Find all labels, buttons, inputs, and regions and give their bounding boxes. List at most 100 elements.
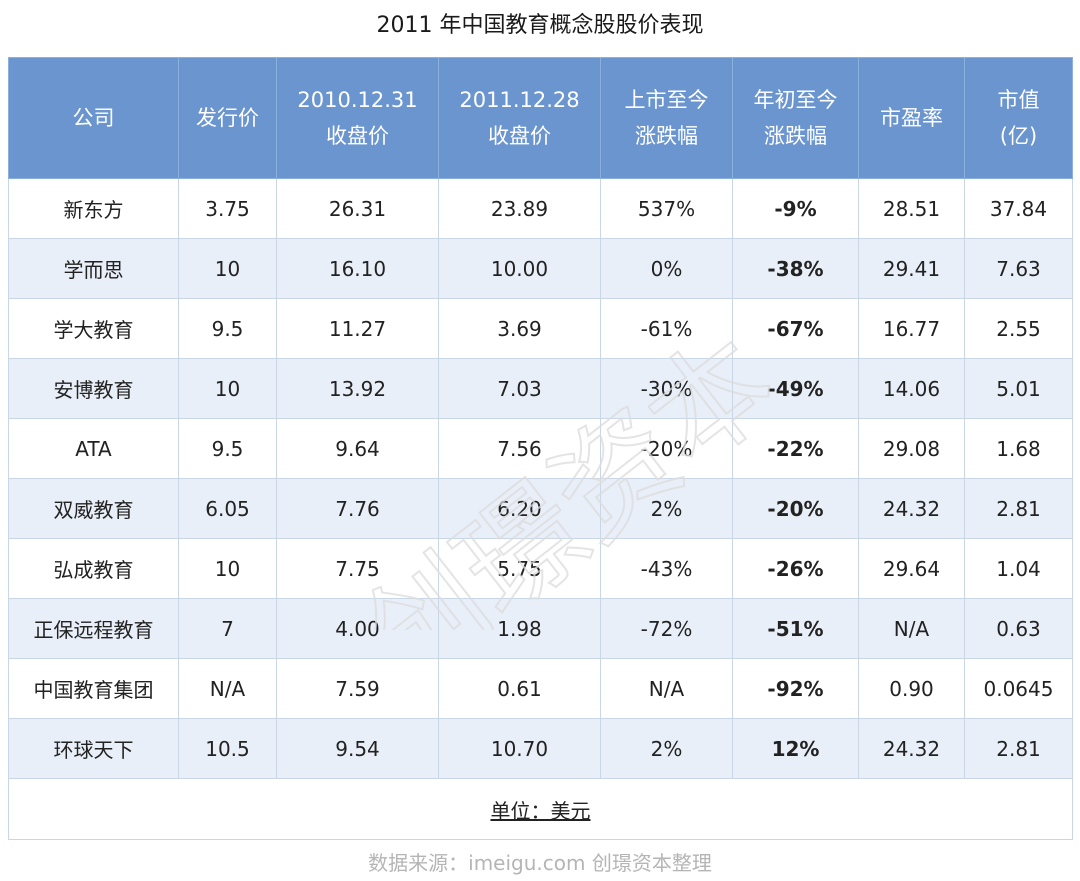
table-row: 学而思 10 16.10 10.00 0% -38% 29.41 7.63 [8,238,1073,299]
cell-close-2011: 10.70 [438,718,601,779]
cell-since-ipo-change: 2% [600,478,733,539]
cell-ytd-change: -22% [732,418,859,479]
cell-issue-price: 9.5 [178,418,277,479]
cell-market-cap: 7.63 [964,238,1073,299]
cell-issue-price: N/A [178,658,277,719]
unit-row: 单位：美元 [8,778,1073,840]
cell-close-2010: 11.27 [276,298,439,359]
cell-issue-price: 3.75 [178,178,277,239]
cell-company: 正保远程教育 [8,598,179,659]
cell-pe-ratio: N/A [858,598,965,659]
cell-issue-price: 9.5 [178,298,277,359]
cell-close-2011: 6.20 [438,478,601,539]
cell-company: 环球天下 [8,718,179,779]
cell-close-2010: 9.54 [276,718,439,779]
cell-close-2010: 7.59 [276,658,439,719]
cell-close-2010: 7.76 [276,478,439,539]
cell-since-ipo-change: -20% [600,418,733,479]
cell-market-cap: 37.84 [964,178,1073,239]
cell-close-2010: 9.64 [276,418,439,479]
cell-company: 学大教育 [8,298,179,359]
cell-pe-ratio: 29.41 [858,238,965,299]
cell-company: 中国教育集团 [8,658,179,719]
table-row: 中国教育集团 N/A 7.59 0.61 N/A -92% 0.90 0.0645 [8,658,1073,719]
column-header-line: 涨跌幅 [764,124,827,148]
column-header-line: 2010.12.31 [297,88,418,112]
column-header-line: 收盘价 [488,124,551,148]
cell-market-cap: 5.01 [964,358,1073,419]
cell-pe-ratio: 29.64 [858,538,965,599]
unit-note: 单位：美元 [8,778,1073,840]
column-header-line: 市值 [997,88,1040,112]
source-note: 数据来源：imeigu.com 创璟资本整理 [368,851,712,875]
cell-since-ipo-change: 0% [600,238,733,299]
cell-since-ipo-change: 537% [600,178,733,239]
cell-since-ipo-change: -72% [600,598,733,659]
column-header-pe-ratio: 市盈率 [858,57,965,179]
cell-ytd-change: -51% [732,598,859,659]
header-row: 公司 发行价 2010.12.31 收盘价 2011.12.28 收盘价 上市至今 涨跌幅 年初… [8,57,1073,179]
cell-issue-price: 10 [178,538,277,599]
cell-issue-price: 10.5 [178,718,277,779]
column-header-close-2011: 2011.12.28 收盘价 [438,57,601,179]
cell-ytd-change: -67% [732,298,859,359]
cell-company: 弘成教育 [8,538,179,599]
cell-company: 安博教育 [8,358,179,419]
cell-market-cap: 1.68 [964,418,1073,479]
column-header-line: 2011.12.28 [459,88,580,112]
column-header-line: 市盈率 [880,106,943,130]
cell-close-2011: 0.61 [438,658,601,719]
column-header-line: 年初至今 [753,88,838,112]
cell-company: 双威教育 [8,478,179,539]
cell-pe-ratio: 29.08 [858,418,965,479]
column-header-line: (亿) [999,124,1038,148]
cell-ytd-change: 12% [732,718,859,779]
cell-close-2010: 26.31 [276,178,439,239]
column-header-ytd-change: 年初至今 涨跌幅 [732,57,859,179]
cell-ytd-change: -38% [732,238,859,299]
cell-pe-ratio: 24.32 [858,718,965,779]
cell-pe-ratio: 14.06 [858,358,965,419]
cell-close-2011: 23.89 [438,178,601,239]
table-row: 正保远程教育 7 4.00 1.98 -72% -51% N/A 0.63 [8,598,1073,659]
cell-close-2011: 1.98 [438,598,601,659]
column-header-close-2010: 2010.12.31 收盘价 [276,57,439,179]
column-header-since-ipo-change: 上市至今 涨跌幅 [600,57,733,179]
cell-company: ATA [8,418,179,479]
cell-market-cap: 2.81 [964,718,1073,779]
cell-close-2010: 13.92 [276,358,439,419]
cell-close-2011: 5.75 [438,538,601,599]
cell-pe-ratio: 0.90 [858,658,965,719]
table-row: 安博教育 10 13.92 7.03 -30% -49% 14.06 5.01 [8,358,1073,419]
cell-since-ipo-change: N/A [600,658,733,719]
cell-close-2010: 4.00 [276,598,439,659]
cell-since-ipo-change: 2% [600,718,733,779]
cell-issue-price: 6.05 [178,478,277,539]
column-header-market-cap: 市值 (亿) [964,57,1073,179]
cell-since-ipo-change: -61% [600,298,733,359]
cell-ytd-change: -92% [732,658,859,719]
cell-ytd-change: -20% [732,478,859,539]
cell-pe-ratio: 16.77 [858,298,965,359]
cell-close-2010: 7.75 [276,538,439,599]
cell-since-ipo-change: -30% [600,358,733,419]
table-row: 环球天下 10.5 9.54 10.70 2% 12% 24.32 2.81 [8,718,1073,779]
table-row: 新东方 3.75 26.31 23.89 537% -9% 28.51 37.84 [8,178,1073,239]
cell-close-2010: 16.10 [276,238,439,299]
column-header-line: 收盘价 [326,124,389,148]
cell-market-cap: 0.0645 [964,658,1073,719]
table-row: ATA 9.5 9.64 7.56 -20% -22% 29.08 1.68 [8,418,1073,479]
cell-ytd-change: -26% [732,538,859,599]
cell-close-2011: 10.00 [438,238,601,299]
cell-ytd-change: -9% [732,178,859,239]
column-header-line: 涨跌幅 [635,124,698,148]
cell-since-ipo-change: -43% [600,538,733,599]
cell-ytd-change: -49% [732,358,859,419]
cell-close-2011: 3.69 [438,298,601,359]
cell-close-2011: 7.56 [438,418,601,479]
cell-issue-price: 10 [178,238,277,299]
table-body: 新东方 3.75 26.31 23.89 537% -9% 28.51 37.84 学而思 10 1… [8,178,1073,840]
cell-company: 新东方 [8,178,179,239]
column-header-issue-price: 发行价 [178,57,277,179]
cell-market-cap: 1.04 [964,538,1073,599]
